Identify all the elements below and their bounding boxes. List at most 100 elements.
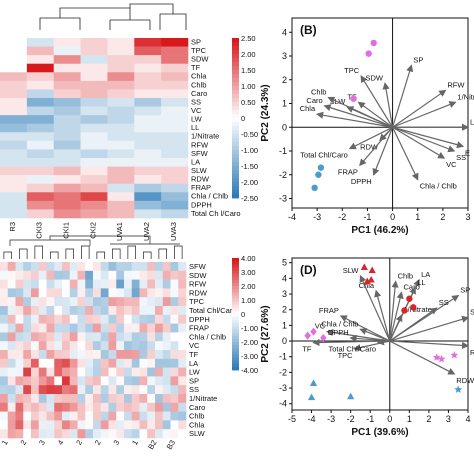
heatmap-cell <box>134 140 162 150</box>
heatmap-cell <box>139 270 148 280</box>
heatmap-cell <box>147 376 156 386</box>
heatmap-cell <box>80 115 108 125</box>
y-tick-label: 1 <box>282 99 287 109</box>
dendrogram-branch <box>34 245 43 259</box>
heatmap-cell <box>170 411 179 421</box>
heatmap-cell <box>23 288 32 298</box>
col-label: 1 <box>0 439 10 447</box>
heatmap-cell <box>0 394 9 404</box>
heatmap-cell <box>134 98 162 107</box>
heatmap-cell <box>38 297 47 307</box>
heatmap-cell <box>77 279 86 289</box>
score-point <box>437 354 446 363</box>
heatmap-cell <box>80 123 108 133</box>
heatmap-cell <box>54 394 63 404</box>
colorbar-step <box>232 258 239 262</box>
loading-arrow <box>392 89 447 128</box>
heatmap-cell <box>69 394 78 404</box>
colorbar-bottom: 4.00 3.00 2.00 1.00 0 -1.00 -2.00 -3.00 -4.00 <box>232 254 258 375</box>
heatmap-cell <box>93 385 102 395</box>
heatmap-cell <box>85 332 94 342</box>
score-point <box>307 393 316 401</box>
heatmap-cell <box>162 288 171 298</box>
heatmap-cell <box>31 314 40 324</box>
heatmap-cell <box>116 288 125 298</box>
heatmap-cell <box>134 132 162 142</box>
y-tick-label: -2 <box>279 367 287 377</box>
heatmap-cell <box>107 115 135 125</box>
heatmap-cell <box>80 158 108 167</box>
heatmap-cell <box>178 411 187 421</box>
heatmap-cell <box>0 115 28 125</box>
heatmap-cell <box>100 279 109 289</box>
heatmap-cell <box>161 209 189 219</box>
heatmap-cell <box>77 385 86 395</box>
heatmap-cell <box>162 402 171 412</box>
heatmap-cell <box>100 376 109 386</box>
y-tick-label: 3 <box>282 51 287 61</box>
heatmap-cell <box>38 429 47 439</box>
heatmap-cell <box>0 192 28 202</box>
heatmap-cell <box>15 297 24 307</box>
colorbar-step <box>232 310 239 315</box>
heatmap-cell <box>53 132 81 142</box>
score-point <box>360 263 368 271</box>
heatmap-cell <box>54 420 63 430</box>
heatmap-cell <box>23 420 32 430</box>
score-point <box>370 39 377 47</box>
loading-label: E <box>465 148 470 157</box>
heatmap-cell <box>53 192 81 202</box>
heatmap-cell <box>0 209 28 219</box>
heatmap-cell <box>108 323 117 333</box>
heatmap-cell <box>134 192 162 202</box>
heatmap-cell <box>0 323 9 333</box>
heatmap-cell <box>54 341 63 351</box>
dendrogram-branch <box>158 248 167 259</box>
heatmap-cell <box>170 262 179 272</box>
heatmap-cell <box>155 376 164 386</box>
heatmap-cell <box>54 297 63 307</box>
colorbar-step <box>232 86 239 91</box>
heatmap-cell <box>31 402 40 412</box>
heatmap-cell <box>100 314 109 324</box>
loading-arrow <box>360 75 394 128</box>
heatmap-cell <box>100 350 109 360</box>
x-tick-label: -2 <box>347 414 355 424</box>
heatmap-cell <box>124 279 133 289</box>
heatmap-cell <box>38 402 47 412</box>
loading-label: TPC <box>344 66 360 75</box>
colorbar-step <box>232 314 239 318</box>
heatmap-cell <box>69 429 78 439</box>
heatmap-cell <box>162 297 171 307</box>
col-label: UVA2 <box>142 222 151 241</box>
y-tick-label: 4 <box>282 27 287 37</box>
heatmap-cell <box>26 200 55 210</box>
heatmap-cell <box>108 262 117 272</box>
heatmap-cell <box>85 411 94 421</box>
heatmap-cell <box>124 323 133 333</box>
heatmap-cell <box>85 323 94 333</box>
heatmap-cell <box>77 270 86 280</box>
heatmap-cell <box>26 72 55 82</box>
heatmap-cell <box>162 270 171 280</box>
heatmap-cell <box>93 394 102 404</box>
heatmap-cell <box>26 63 55 73</box>
heatmap-cell <box>62 279 71 289</box>
colorbar-step <box>232 118 239 123</box>
x-tick-label: -2 <box>338 212 346 222</box>
heatmap-cell <box>161 158 189 167</box>
heatmap-cell <box>62 429 71 439</box>
y-tick-label: -3 <box>279 194 287 204</box>
heatmap-cell <box>124 358 133 368</box>
heatmap-cell <box>62 270 71 280</box>
heatmap-cell <box>170 323 179 333</box>
heatmap-cell <box>38 385 47 395</box>
col-label: 2 <box>74 439 84 447</box>
heatmap-cell <box>147 367 156 377</box>
heatmap-cell <box>170 420 179 430</box>
heatmap-cell <box>38 262 47 272</box>
heatmap-cell <box>161 123 189 133</box>
heatmap-cell <box>161 132 189 142</box>
heatmap-cell <box>31 279 40 289</box>
heatmap-cell <box>170 288 179 298</box>
